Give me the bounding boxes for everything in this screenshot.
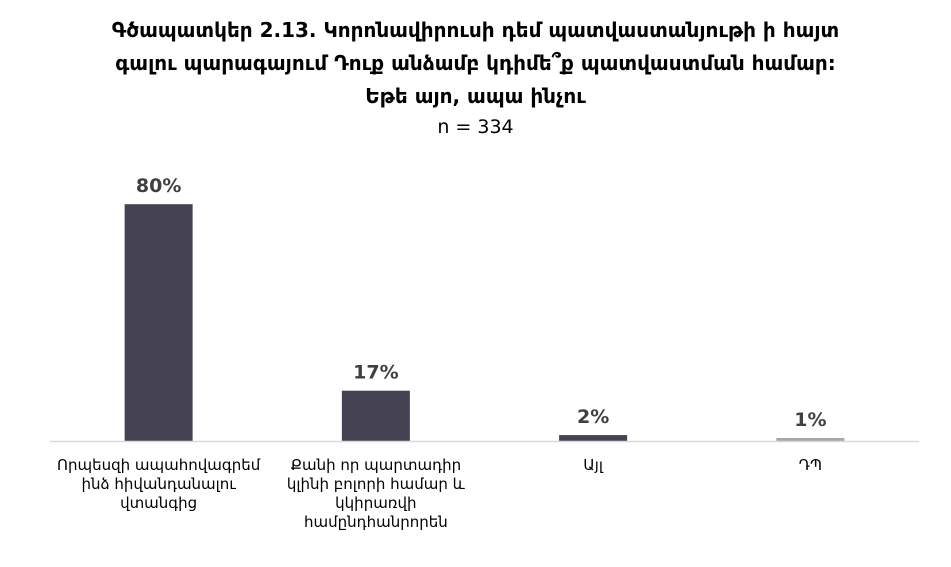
data-label-3: 2% xyxy=(577,406,609,428)
data-label-4: 1% xyxy=(794,409,826,431)
data-label-1: 80% xyxy=(136,175,181,197)
bar-1 xyxy=(124,204,193,441)
bars-group xyxy=(124,204,845,441)
category-label-2-line-2: կլինի բոլորի համար և xyxy=(286,475,465,493)
category-label-1-line-3: վտանգից xyxy=(120,494,198,512)
category-label-1-line-1: Որպեսզի ապահովագրեմ xyxy=(56,456,261,474)
chart-title-line-3: Եթե այո, ապա ինչու xyxy=(365,84,586,108)
chart-title: Գծապատկեր 2.13. Կորոնավիրուսի դեմ պատվաս… xyxy=(0,14,951,141)
bar-4 xyxy=(776,438,845,441)
data-labels-group: 80% 17% 2% 1% xyxy=(136,175,827,431)
category-label-1: Որպեսզի ապահովագրեմ ինձ հիվանդանալու վտանգ… xyxy=(44,456,274,513)
category-label-2-line-3: կկիրառվի xyxy=(335,494,417,512)
category-label-4-line-1: ԴՊ xyxy=(798,456,823,474)
chart-subtitle: n = 334 xyxy=(437,116,514,138)
category-label-4: ԴՊ xyxy=(695,456,925,475)
chart-title-line-2: գալու պարագայում Դուք անձամբ կդիմե՞ք պատ… xyxy=(115,51,836,75)
category-label-3-line-1: Այլ xyxy=(583,456,603,474)
category-label-1-line-2: ինձ հիվանդանալու xyxy=(81,475,236,493)
chart-title-line-1: Գծապատկեր 2.13. Կորոնավիրուսի դեմ պատվաս… xyxy=(111,18,840,42)
category-label-2-line-1: Քանի որ պարտադիր xyxy=(290,456,462,474)
category-label-2-line-4: համընդհանրորեն xyxy=(304,513,448,531)
bar-3 xyxy=(559,435,628,441)
bar-2 xyxy=(341,390,410,441)
data-label-2: 17% xyxy=(353,362,398,384)
category-label-2: Քանի որ պարտադիր կլինի բոլորի համար և կկիր… xyxy=(261,456,491,532)
category-label-3: Այլ xyxy=(478,456,708,475)
